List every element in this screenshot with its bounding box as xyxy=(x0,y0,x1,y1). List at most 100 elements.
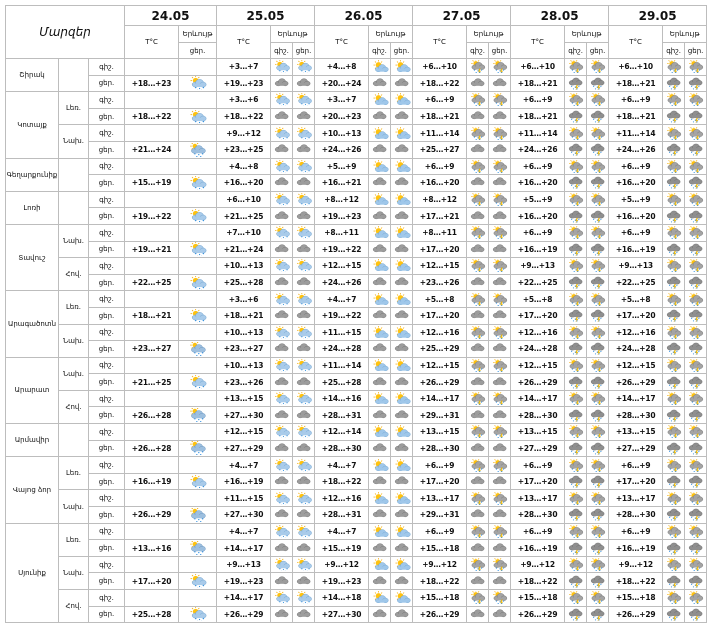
cloud-icon xyxy=(271,341,293,358)
temperature-cell: +18…+21 xyxy=(413,108,467,125)
sun-cloud-thunder-icon xyxy=(489,125,511,142)
temperature-cell: +26…+29 xyxy=(511,606,565,623)
thunderstorm-icon xyxy=(663,274,685,291)
temperature-cell: +10…+13 xyxy=(217,324,271,341)
sun-cloud-thunder-icon xyxy=(489,590,511,607)
sun-cloud-thunder-icon xyxy=(467,523,489,540)
temperature-cell: +11…+15 xyxy=(217,490,271,507)
temperature-cell: +5…+9 xyxy=(315,158,369,175)
sun-cloud-thunder-icon xyxy=(587,556,609,573)
temperature-cell: +12…+16 xyxy=(511,324,565,341)
sun-cloud-thunder-icon xyxy=(467,59,489,76)
forecast-row: Նախ.գիշ.+10…+13+11…+15+12…+16+12…+16+12…… xyxy=(6,324,707,341)
temperature-cell: +6…+10 xyxy=(511,59,565,76)
sun-behind-cloud-icon xyxy=(369,158,391,175)
temperature-cell: +12…+15 xyxy=(315,258,369,275)
cloud-icon xyxy=(391,341,413,358)
temperature-cell: +16…+19 xyxy=(609,540,663,557)
cloud-icon xyxy=(489,307,511,324)
sun-behind-cloud-icon xyxy=(369,590,391,607)
thunderstorm-icon xyxy=(565,341,587,358)
sun-cloud-thunder-icon xyxy=(587,191,609,208)
temperature-cell: +11…+15 xyxy=(315,324,369,341)
temperature-cell: +8…+11 xyxy=(315,224,369,241)
sun-cloud-thunder-icon xyxy=(467,357,489,374)
weather-header: Երևույթ xyxy=(467,26,511,43)
forecast-table: Մարզեր 24.05 25.05 26.05 27.05 28.05 29.… xyxy=(5,5,707,623)
cloud-icon xyxy=(467,540,489,557)
sun-cloud-thunder-icon xyxy=(685,258,707,275)
sun-cloud-rain-icon xyxy=(179,208,217,225)
region-name: Լոռի xyxy=(6,191,59,224)
sun-cloud-thunder-icon xyxy=(587,291,609,308)
cloud-icon xyxy=(369,507,391,524)
temperature-cell: +19…+23 xyxy=(217,75,271,92)
thunderstorm-icon xyxy=(663,374,685,391)
cloud-icon xyxy=(369,75,391,92)
temperature-cell: +16…+20 xyxy=(609,208,663,225)
cloud-icon xyxy=(489,75,511,92)
temperature-cell: +23…+27 xyxy=(125,341,179,358)
subregion-label: Հով. xyxy=(59,590,89,623)
sun-cloud-thunder-icon xyxy=(587,125,609,142)
temperature-cell: +14…+17 xyxy=(217,590,271,607)
thunderstorm-icon xyxy=(685,573,707,590)
sun-cloud-thunder-icon xyxy=(565,324,587,341)
sun-cloud-rain-icon xyxy=(179,374,217,391)
temperature-cell: +18…+22 xyxy=(315,473,369,490)
cloud-icon xyxy=(489,141,511,158)
sun-cloud-rain-icon xyxy=(271,291,293,308)
temperature-cell: +18…+22 xyxy=(217,108,271,125)
regions-title: Մարզեր xyxy=(6,6,125,59)
forecast-row: ցեր.+21…+24+23…+25+24…+26+25…+27+24…+26+… xyxy=(6,141,707,158)
sun-cloud-thunder-icon xyxy=(685,191,707,208)
temperature-cell: +4…+7 xyxy=(217,523,271,540)
temperature-cell: +14…+17 xyxy=(413,390,467,407)
cloud-icon xyxy=(391,573,413,590)
temperature-cell: +13…+16 xyxy=(125,540,179,557)
sun-cloud-thunder-icon xyxy=(685,457,707,474)
sun-cloud-thunder-icon xyxy=(565,191,587,208)
cloud-icon xyxy=(271,473,293,490)
sun-cloud-rain-icon xyxy=(293,191,315,208)
sun-cloud-rain-icon xyxy=(271,224,293,241)
temperature-cell: +10…+13 xyxy=(217,258,271,275)
thunderstorm-icon xyxy=(663,141,685,158)
temperature-cell: +18…+22 xyxy=(413,573,467,590)
temperature-cell: +6…+10 xyxy=(413,59,467,76)
sun-cloud-thunder-icon xyxy=(685,125,707,142)
temperature-cell: +21…+25 xyxy=(125,374,179,391)
temperature-cell: +12…+16 xyxy=(609,324,663,341)
forecast-row: Նախ.գիշ.+11…+15+12…+16+13…+17+13…+17+13…… xyxy=(6,490,707,507)
sun-cloud-thunder-icon xyxy=(587,490,609,507)
sun-cloud-thunder-icon xyxy=(663,390,685,407)
sun-behind-cloud-icon xyxy=(369,357,391,374)
thunderstorm-icon xyxy=(565,175,587,192)
temperature-cell: +18…+21 xyxy=(511,75,565,92)
sun-cloud-rain-icon xyxy=(293,59,315,76)
sun-cloud-thunder-icon xyxy=(685,92,707,109)
period-label: ցեր. xyxy=(89,407,125,424)
cloud-icon xyxy=(391,407,413,424)
period-label: գիշ. xyxy=(89,92,125,109)
cloud-icon xyxy=(369,573,391,590)
sun-cloud-thunder-icon xyxy=(663,457,685,474)
sun-cloud-thunder-icon xyxy=(467,291,489,308)
cloud-icon xyxy=(271,573,293,590)
temperature-cell: +4…+7 xyxy=(315,457,369,474)
cloud-icon xyxy=(467,407,489,424)
header-row-dates: Մարզեր 24.05 25.05 26.05 27.05 28.05 29.… xyxy=(6,6,707,26)
thunderstorm-icon xyxy=(565,507,587,524)
temperature-cell: +6…+9 xyxy=(609,158,663,175)
cloud-icon xyxy=(293,307,315,324)
temperature-cell: +6…+9 xyxy=(413,92,467,109)
sun-cloud-thunder-icon xyxy=(587,158,609,175)
thunderstorm-icon xyxy=(565,407,587,424)
sun-cloud-rain-icon xyxy=(271,424,293,441)
period-label: գիշ. xyxy=(89,357,125,374)
night-header: գիշ. xyxy=(369,43,391,59)
rain-cloud-icon xyxy=(179,141,217,158)
temperature-cell: +17…+20 xyxy=(413,241,467,258)
sun-cloud-thunder-icon xyxy=(685,224,707,241)
